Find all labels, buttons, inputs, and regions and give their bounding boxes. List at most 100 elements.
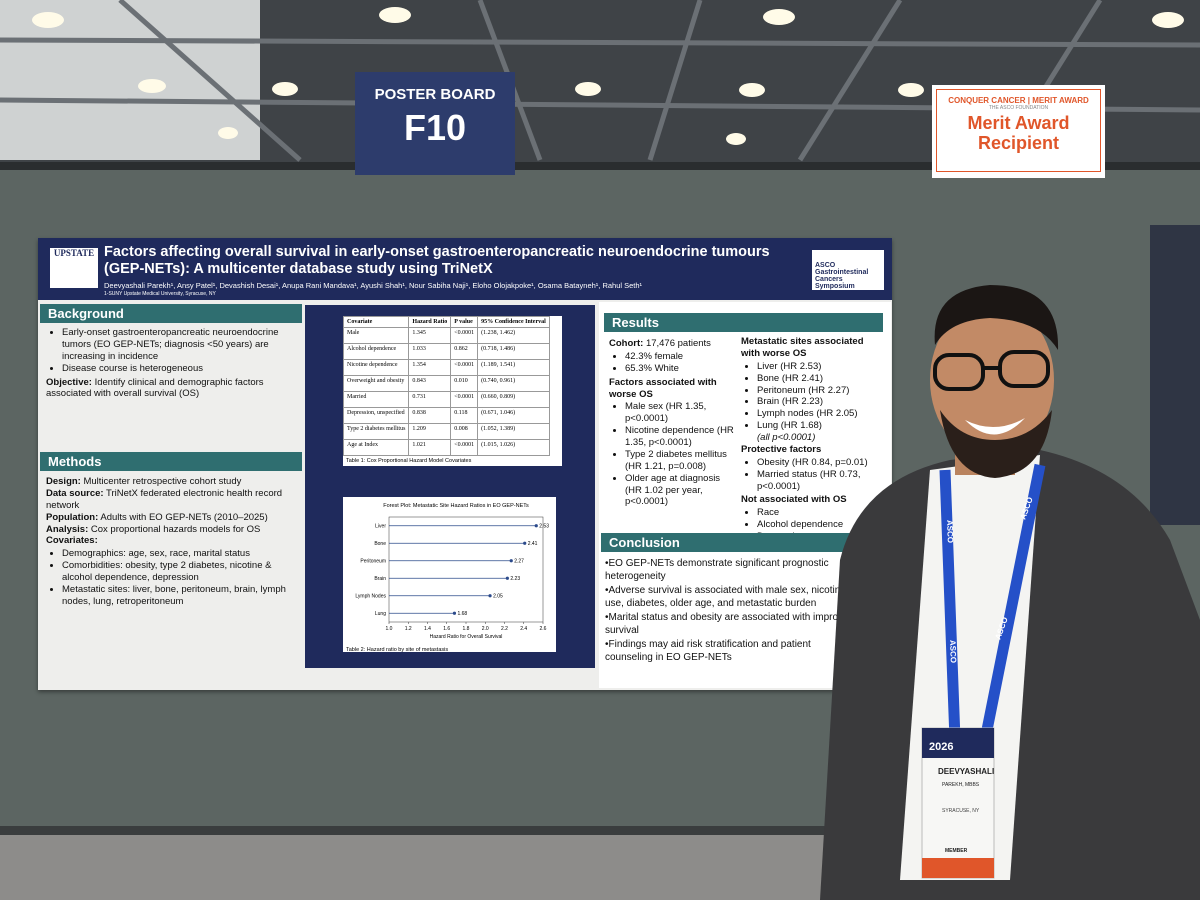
badge-role: MEMBER	[945, 848, 968, 854]
x-tick-label: 2.0	[482, 626, 489, 632]
section-heading: Conclusion	[601, 533, 861, 552]
award-tag: MERIT AWARD	[1032, 96, 1089, 105]
x-tick-label: 1.4	[424, 626, 431, 632]
y-tick-label: Lymph Nodes	[355, 593, 386, 599]
conclusion-bullet: •Findings may aid risk stratification an…	[605, 639, 811, 663]
lanyard	[939, 463, 1046, 742]
face	[930, 302, 1054, 458]
text: TriNetX federated electronic health reco…	[46, 487, 283, 511]
y-tick-label: Lung	[375, 611, 386, 617]
badge-footer	[922, 858, 994, 878]
left-column: Background Early-onset gastroenteropancr…	[40, 304, 302, 607]
plot-title: Forest Plot: Metastatic Site Hazard Rati…	[383, 503, 529, 509]
x-tick-label: 1.8	[463, 626, 470, 632]
right-column: Results Cohort: 17,476 patients42.3% fem…	[599, 302, 891, 688]
text: Cox proportional hazards models for OS	[90, 523, 261, 535]
board-number: F10	[403, 107, 467, 148]
badge-header	[922, 728, 994, 758]
glasses	[933, 350, 1050, 391]
table-row: Male 1.345 <0.0001 (1.238, 1.462)	[342, 327, 550, 344]
text: Multicenter retrospective cohort study	[83, 476, 242, 487]
bullet: Lung (HR 1.68)	[757, 420, 881, 432]
results-left: Cohort: 17,476 patients42.3% female65.3%…	[609, 338, 737, 510]
hr-point	[534, 524, 538, 528]
text: Identify clinical and demographic factor…	[46, 376, 264, 400]
bullet: Nicotine dependence (HR 1.35, p<0.0001)	[625, 425, 737, 449]
value-label: 2.23	[510, 576, 520, 582]
award-org-name: CONQUER CANCER	[948, 96, 1026, 105]
authors: Deevyashali Parekh¹, Ansy Patel¹, Devash…	[104, 281, 643, 290]
forest-plot: Forest Plot: Metastatic Site Hazard Rati…	[355, 503, 549, 640]
poster-title: Factors affecting overall survival in ea…	[104, 244, 770, 278]
bullet: Disease course is heterogeneous	[62, 363, 296, 375]
conclusion-bullet: •Marital status and obesity are associat…	[605, 612, 855, 636]
bullet: Bone (HR 2.41)	[757, 373, 881, 385]
background-text: Early-onset gastroenteropancreatic neuro…	[40, 323, 302, 403]
label: Analysis:	[46, 523, 89, 535]
label: Objective:	[46, 376, 92, 388]
table-cell: Age at Index	[342, 439, 410, 456]
labeled-line: Population: Adults with EO GEP-NETs (201…	[46, 512, 296, 524]
badge-year: 2026	[929, 741, 953, 753]
bullet: Metastatic sites: liver, bone, peritoneu…	[62, 584, 296, 608]
hr-point	[509, 559, 513, 563]
bullet-list: Liver (HR 2.53)Bone (HR 2.41)Peritoneum …	[741, 361, 881, 432]
poster-board-sign: POSTER BOARD F10	[355, 72, 515, 175]
label: Design:	[46, 476, 81, 487]
section-heading: Background	[40, 304, 302, 323]
smile	[965, 418, 1025, 435]
x-tick-label: 2.6	[540, 626, 547, 632]
lanyard-label: ASCO	[945, 520, 955, 543]
badge-credentials: PAREKH, MBBS	[942, 782, 980, 788]
labeled-line: Design: Multicenter retrospective cohort…	[46, 476, 296, 488]
bullet: Peritoneum (HR 2.27)	[757, 385, 881, 397]
beard	[940, 410, 1052, 478]
y-tick-label: Bone	[374, 541, 386, 547]
y-tick-label: Peritoneum	[360, 558, 386, 564]
hr-point	[488, 594, 492, 598]
board-frame	[0, 162, 1200, 170]
labeled-line: Analysis: Cox proportional hazards model…	[46, 524, 296, 536]
value-label: 2.05	[493, 593, 503, 599]
x-tick-label: 1.6	[443, 626, 450, 632]
text: 17,476 patients	[645, 338, 711, 349]
subheading: Factors associated with worse OS	[609, 376, 717, 400]
subheading: Metastatic sites associated with worse O…	[741, 336, 864, 359]
bullet: Male sex (HR 1.35, p<0.0001)	[625, 401, 737, 425]
forest-caption: Table 2: Hazard ratio by site of metasta…	[346, 647, 449, 653]
logo-left: UPSTATE	[50, 248, 98, 288]
header-cell: P value	[450, 316, 479, 328]
poster-header: UPSTATE Factors affecting overall surviv…	[38, 238, 892, 300]
bullet: Liver (HR 2.53)	[757, 361, 881, 373]
badge-name: DEEVYASHALI	[938, 767, 994, 776]
table-box: Covariate Hazard Ratio P value 95% Confiden…	[342, 316, 562, 466]
section-heading: Methods	[40, 452, 302, 471]
board-label: POSTER BOARD	[374, 86, 496, 103]
text: Adverse survival is associated with male…	[605, 585, 846, 609]
forest-box: Forest Plot: Metastatic Site Hazard Rati…	[343, 497, 556, 653]
bullet: 65.3% White	[625, 363, 737, 375]
lanyard-label: ASCO	[948, 640, 958, 663]
bullet: Obesity (HR 0.84, p=0.01)	[757, 457, 881, 469]
note: (all p<0.0001)	[757, 432, 816, 443]
award-org: CONQUER CANCER | MERIT AWARD	[948, 96, 1089, 105]
bullet-list: Male sex (HR 1.35, p<0.0001)Nicotine dep…	[609, 401, 737, 508]
x-tick-label: 1.2	[405, 626, 412, 632]
conclusion-bullet: •EO GEP-NETs demonstrate significant pro…	[605, 558, 829, 582]
x-tick-label: 2.2	[501, 626, 508, 632]
subheading: Protective factors	[741, 443, 822, 455]
x-tick-label: 2.4	[520, 626, 527, 632]
y-tick-label: Brain	[374, 576, 386, 582]
adjacent-board	[1150, 225, 1200, 525]
award-title: Merit Award Recipient	[967, 113, 1070, 153]
table-row: Nicotine dependence 1.354 <0.0001 (1.189, 1…	[342, 359, 550, 376]
bullet-list: Early-onset gastroenteropancreatic neuro…	[46, 327, 296, 375]
table-row: Depression, unspecified 0.838 0.118 (0.671,…	[342, 407, 550, 424]
table-caption: Table 1: Cox Proportional Hazard Model C…	[346, 458, 472, 464]
section-heading: Results	[604, 313, 883, 332]
label: Covariates:	[46, 535, 98, 547]
value-label: 1.68	[457, 611, 467, 617]
bullet-list: 42.3% female65.3% White	[609, 351, 737, 375]
conclusion-bullet: •Adverse survival is associated with mal…	[605, 585, 846, 609]
